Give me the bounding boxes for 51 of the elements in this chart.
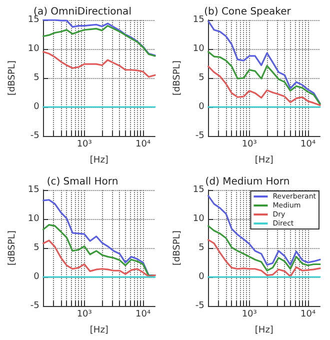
y-tick-label: 15 <box>192 185 204 195</box>
y-tick-label: 0 <box>34 102 40 112</box>
y-axis-title: [dBSPL] <box>8 230 18 266</box>
y-tick-label: 5 <box>198 73 204 83</box>
line-series <box>208 225 321 272</box>
y-tick-label: -5 <box>195 301 204 311</box>
y-tick-label: 10 <box>28 44 40 54</box>
x-tick-label: 10⁴ <box>300 310 316 320</box>
line-series <box>42 51 156 78</box>
x-tick-label: 10³ <box>76 310 92 320</box>
line-series <box>208 66 321 106</box>
chart-title: (d) Medium Horn <box>205 176 290 188</box>
chart-title: (b) Cone Speaker <box>204 6 292 18</box>
x-axis-title: [Hz] <box>90 326 108 336</box>
x-tick-label: 10⁴ <box>300 140 316 150</box>
y-tick-label: 15 <box>28 15 40 25</box>
y-axis-title: [dBSPL] <box>8 60 18 96</box>
x-axis-title: [Hz] <box>254 326 274 336</box>
y-tick-label: 15 <box>192 15 204 25</box>
y-tick-label: -5 <box>30 131 40 141</box>
line-series <box>42 224 156 277</box>
y-tick-label: 5 <box>198 243 204 253</box>
chart-title: (c) Small Horn <box>46 176 118 188</box>
y-tick-label: 10 <box>28 214 40 224</box>
line-series <box>208 51 321 105</box>
y-tick-label: -5 <box>30 301 40 311</box>
line-series <box>42 25 156 57</box>
line-series <box>208 20 321 104</box>
line-series <box>42 240 156 278</box>
x-tick-label: 10³ <box>242 310 258 320</box>
y-tick-label: 5 <box>34 73 40 83</box>
y-tick-label: 0 <box>198 272 205 282</box>
y-tick-label: 15 <box>28 185 40 195</box>
x-tick-label: 10³ <box>242 140 258 150</box>
x-axis-title: [Hz] <box>254 156 274 166</box>
line-series <box>42 19 156 56</box>
line-series <box>208 239 321 278</box>
x-axis-title: [Hz] <box>90 156 108 166</box>
y-tick-label: 10 <box>192 44 205 54</box>
y-tick-label: 5 <box>34 243 40 253</box>
y-axis-title: [dBSPL] <box>172 230 182 266</box>
y-tick-label: 10 <box>192 214 205 224</box>
y-tick-label: 0 <box>198 102 205 112</box>
y-axis-title: [dBSPL] <box>172 60 182 96</box>
y-tick-label: 0 <box>34 272 40 282</box>
chart-title: (a) OmniDirectional <box>34 6 132 18</box>
x-tick-label: 10⁴ <box>135 310 151 320</box>
line-series <box>208 195 321 266</box>
x-tick-label: 10⁴ <box>135 140 151 150</box>
y-tick-label: -5 <box>195 131 204 141</box>
x-tick-label: 10³ <box>76 140 92 150</box>
